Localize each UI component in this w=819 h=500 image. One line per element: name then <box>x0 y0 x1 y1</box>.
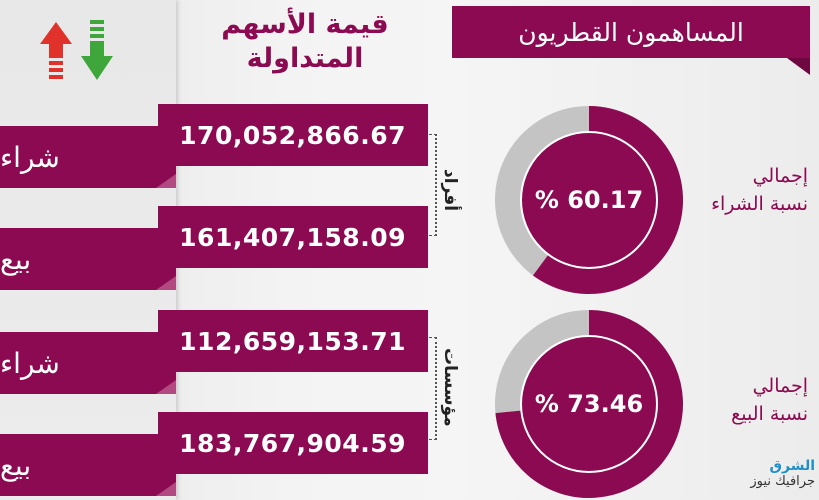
institutions-sell-label: بيع <box>0 434 176 496</box>
individuals-bracket <box>429 134 437 236</box>
logo-top-text: الشرق <box>769 458 815 474</box>
sell-label: بيع <box>0 242 32 276</box>
individuals-buy-label: شراء <box>0 126 176 188</box>
institutions-group-label: مؤسسات <box>440 348 460 427</box>
fold-corner <box>156 380 176 394</box>
sell-ratio-caption: إجمالي نسبة البيع <box>688 372 808 428</box>
qatari-shareholders-banner: المساهمون القطريون <box>452 6 810 58</box>
traded-value-title: قيمة الأسهم المتداولة <box>185 8 425 76</box>
fold-corner <box>156 276 176 290</box>
caption-line-2: نسبة البيع <box>731 403 808 425</box>
individuals-sell-label: بيع <box>0 228 176 290</box>
fold-corner <box>156 174 176 188</box>
caption-line-1: إجمالي <box>752 375 808 397</box>
sell-ratio-value: % 73.46 <box>534 390 644 418</box>
sell-ratio-donut: % 73.46 <box>495 310 684 498</box>
buy-label: شراء <box>0 346 60 380</box>
buy-donut-chart <box>495 106 684 294</box>
fold-corner <box>156 482 176 496</box>
caption-line-1: إجمالي <box>752 165 808 187</box>
caption-line-2: نسبة الشراء <box>711 193 808 215</box>
sell-label: بيع <box>0 448 32 482</box>
title-line-2: المتداولة <box>246 43 364 74</box>
individuals-group-label: أفراد <box>440 168 460 212</box>
buy-ratio-caption: إجمالي نسبة الشراء <box>688 162 808 218</box>
banner-tail <box>787 58 810 75</box>
individuals-sell-value: 161,407,158.09 <box>158 206 428 268</box>
individuals-buy-value: 170,052,866.67 <box>158 104 428 166</box>
buy-label: شراء <box>0 140 60 174</box>
institutions-sell-value: 183,767,904.59 <box>158 412 428 474</box>
logo-bottom-text: جرافيك نيوز <box>750 474 815 489</box>
institutions-bracket <box>429 337 437 440</box>
up-down-arrows-icon <box>40 20 113 80</box>
sell-donut-chart <box>495 310 684 498</box>
buy-ratio-value: % 60.17 <box>534 186 644 214</box>
buy-ratio-donut: % 60.17 <box>495 106 684 294</box>
institutions-buy-label: شراء <box>0 332 176 394</box>
al-sharq-graphic-news-logo: الشرق جرافيك نيوز <box>735 458 815 490</box>
institutions-buy-value: 112,659,153.71 <box>158 310 428 372</box>
title-line-1: قيمة الأسهم <box>221 9 389 40</box>
